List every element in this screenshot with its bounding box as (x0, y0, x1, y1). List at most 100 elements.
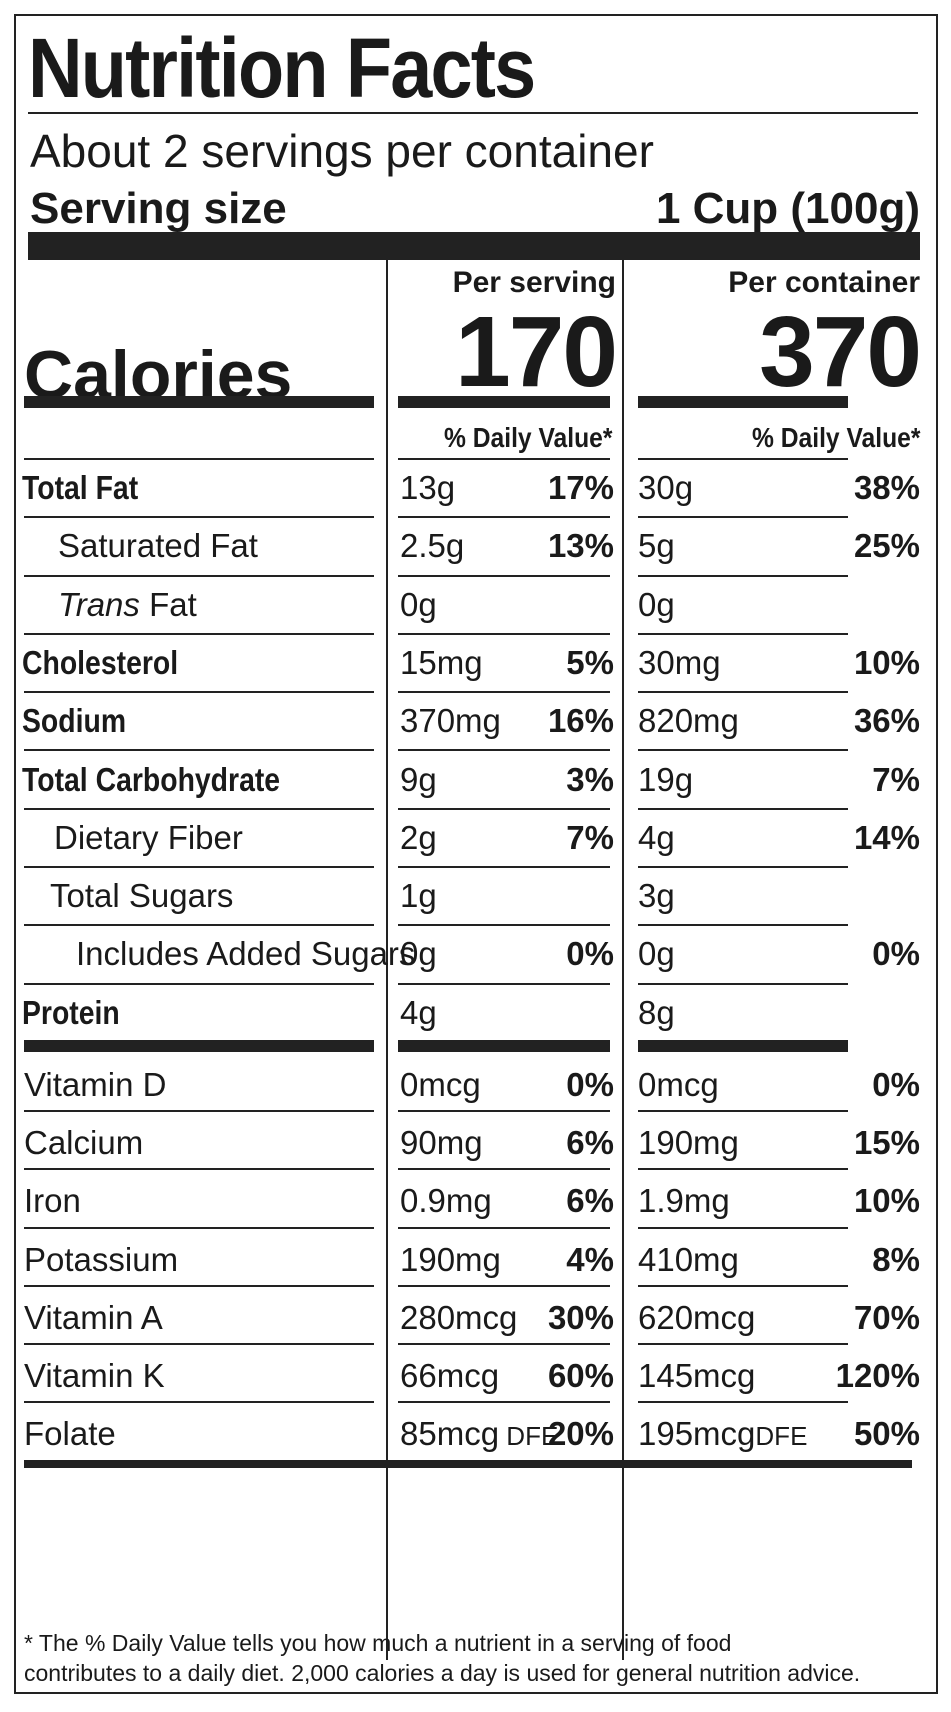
nutrient-row-divider-right (638, 691, 848, 693)
serving-amount: 190mg (400, 1240, 501, 1278)
serving-daily-value: 13% (547, 527, 614, 565)
nutrient-name: Dietary Fiber (54, 818, 243, 856)
vitamin-row-divider-left (24, 1168, 374, 1170)
serving-amount: 0.9mg (400, 1182, 492, 1220)
serving-amount-unit: DFE (499, 1421, 559, 1452)
serving-size-value: 1 Cup (100g) (655, 184, 920, 233)
vitamin-row-divider-mid (398, 1110, 610, 1112)
nutrient-row-divider-mid (398, 866, 610, 868)
nutrient-row-divider-mid (398, 924, 610, 926)
nutrient-row-divider-mid (398, 983, 610, 985)
serving-amount: 0mcg (400, 1066, 481, 1103)
container-amount: 30mg (638, 643, 721, 681)
serving-amount: 4g (400, 993, 437, 1031)
vitamin-name: Vitamin D (24, 1066, 167, 1103)
column-divider-2 (622, 260, 624, 1660)
nutrient-name: Total Carbohydrate (22, 760, 281, 798)
container-amount: 195mcgDFE (638, 1417, 807, 1450)
footnote-line-1: * The % Daily Value tells you how much a… (24, 1630, 732, 1656)
container-amount-value: 195mcg (638, 1415, 756, 1453)
container-amount: 0g (638, 585, 675, 623)
serving-size-label: Serving size (30, 184, 287, 233)
title-divider (28, 112, 918, 114)
nutrient-name: Saturated Fat (58, 527, 258, 565)
footnote-line-2: contributes to a daily diet. 2,000 calor… (24, 1660, 861, 1686)
vitamin-row-divider-left (24, 1285, 374, 1287)
container-amount: 145mcg (638, 1357, 756, 1394)
serving-amount: 370mg (400, 702, 501, 740)
container-amount-unit: DFE (755, 1421, 808, 1452)
vitamin-name: Iron (24, 1182, 81, 1220)
nutrient-row-divider-right (638, 808, 848, 810)
nutrient-row-divider-left (24, 691, 374, 693)
servings-per-container: About 2 servings per container (30, 125, 654, 177)
serving-amount: 280mcg (400, 1298, 518, 1336)
nutrition-facts-label: Nutrition Facts About 2 servings per con… (14, 14, 938, 1694)
container-amount: 820mg (638, 702, 739, 740)
serving-size-thick-bar (28, 232, 920, 260)
container-daily-value: 10% (853, 1182, 920, 1220)
per-serving-heading: Per serving (452, 266, 616, 299)
container-daily-value: 7% (872, 760, 920, 798)
serving-daily-value: 7% (566, 818, 614, 856)
container-amount: 0g (638, 935, 675, 973)
footnote-bar (24, 1460, 912, 1468)
vitamins-bar-left (24, 1040, 374, 1052)
container-daily-value: 8% (872, 1240, 920, 1278)
vitamin-row-divider-mid (398, 1401, 610, 1403)
nutrient-row-divider-right (638, 516, 848, 518)
serving-daily-value: 17% (547, 469, 614, 506)
serving-daily-value: 0% (566, 935, 614, 973)
nutrient-row-divider-left (24, 516, 374, 518)
serving-daily-value: 5% (566, 643, 614, 681)
vitamins-bar-mid (398, 1040, 610, 1052)
vitamin-name: Vitamin K (24, 1357, 165, 1394)
vitamin-row-divider-left (24, 1227, 374, 1229)
nutrient-name: Sodium (22, 702, 127, 740)
dv-heading-divider-left (24, 458, 374, 460)
serving-daily-value: 30% (547, 1298, 614, 1336)
container-amount: 19g (638, 760, 694, 798)
serving-daily-value: 6% (566, 1124, 614, 1162)
vitamin-row-divider-right (638, 1110, 848, 1112)
container-amount: 410mg (638, 1240, 739, 1278)
nutrient-row-divider-mid (398, 691, 610, 693)
nutrient-row-divider-left (24, 808, 374, 810)
container-daily-value: 36% (853, 702, 920, 740)
nutrient-row-divider-left (24, 749, 374, 751)
serving-amount: 85mcg DFE (400, 1417, 558, 1450)
label-title: Nutrition Facts (28, 21, 536, 115)
vitamin-name: Potassium (24, 1240, 179, 1278)
container-daily-value: 0% (872, 935, 920, 973)
serving-amount: 9g (400, 760, 437, 798)
nutrient-row-divider-left (24, 924, 374, 926)
serving-daily-value: 20% (547, 1415, 614, 1453)
vitamin-row-divider-mid (398, 1227, 610, 1229)
per-container-heading: Per container (728, 266, 920, 299)
nutrient-name: Cholesterol (22, 643, 179, 681)
container-amount: 3g (638, 877, 675, 915)
container-daily-value: 120% (835, 1357, 920, 1394)
nutrient-row-divider-mid (398, 633, 610, 635)
nutrient-name-italic: Trans (58, 585, 140, 623)
container-amount: 0mcg (638, 1066, 719, 1103)
container-amount: 30g (638, 469, 694, 506)
nutrient-row-divider-right (638, 575, 848, 577)
dv-heading-divider-right (638, 458, 848, 460)
serving-daily-value: 60% (547, 1357, 614, 1394)
per-container-calories: 370 (759, 296, 922, 408)
serving-daily-value: 0% (566, 1066, 614, 1103)
per-serving-calories: 170 (455, 296, 618, 408)
dv-heading-divider-mid (398, 458, 610, 460)
nutrient-name: Total Sugars (50, 877, 234, 915)
container-amount: 190mg (638, 1124, 739, 1162)
vitamin-row-divider-left (24, 1110, 374, 1112)
nutrient-name: Includes Added Sugars (76, 935, 416, 973)
serving-daily-value: 16% (547, 702, 614, 740)
container-daily-value: 15% (853, 1124, 920, 1162)
nutrient-row-divider-right (638, 633, 848, 635)
vitamins-bar-right (638, 1040, 848, 1052)
nutrient-name: Trans Fat (58, 588, 197, 621)
vitamin-row-divider-left (24, 1401, 374, 1403)
calories-bar-left (24, 396, 374, 408)
